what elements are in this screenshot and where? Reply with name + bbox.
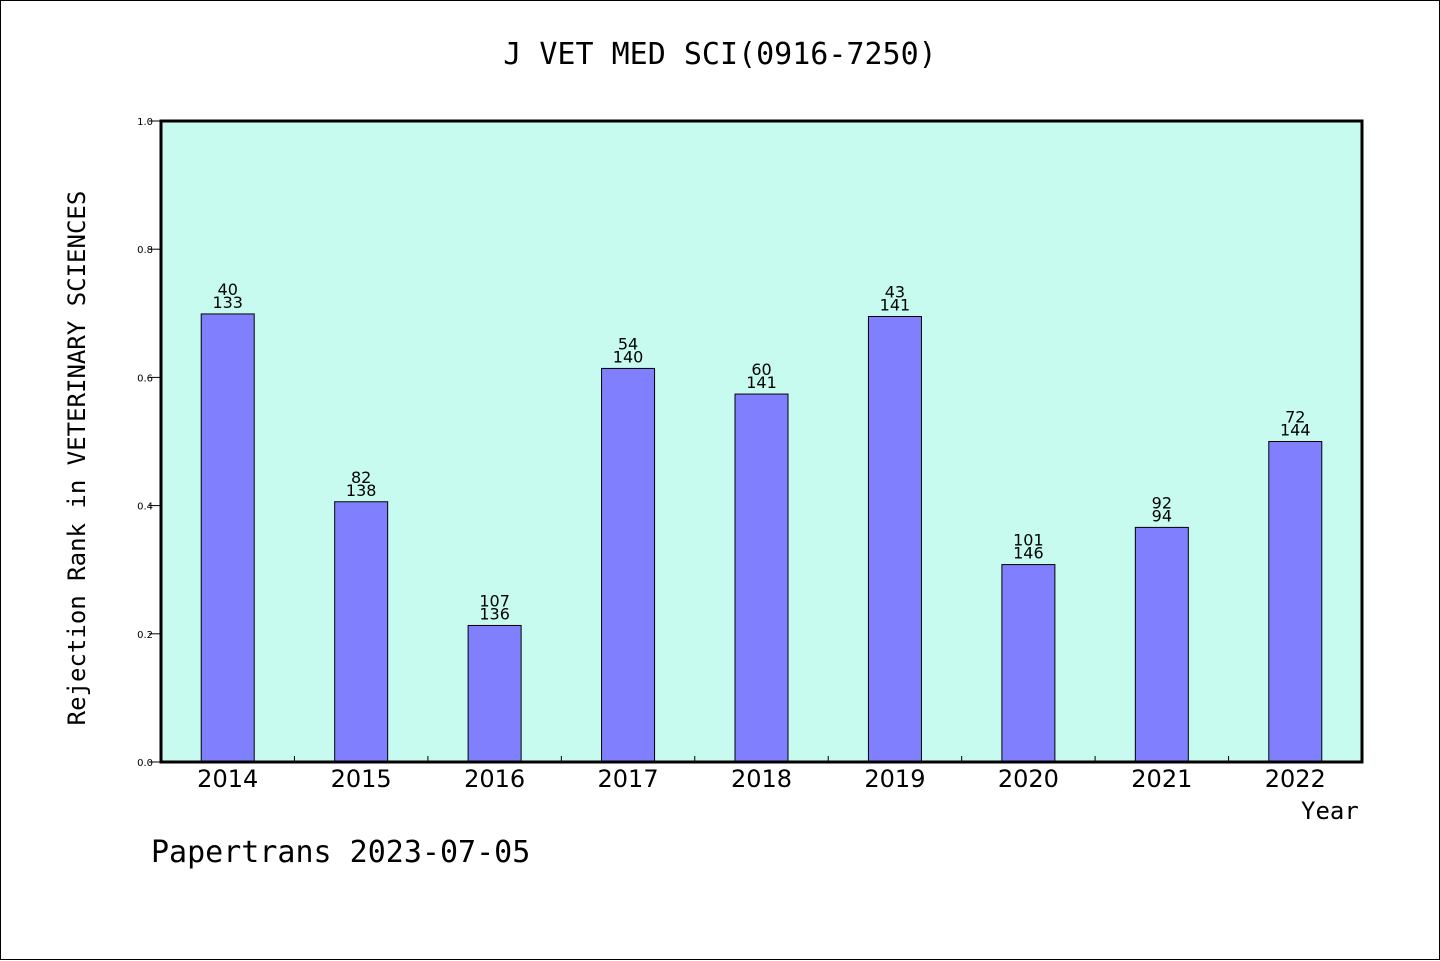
x-tick-label: 2015 (331, 765, 392, 793)
x-tick-label: 2021 (1131, 765, 1192, 793)
y-tick-label: 1.0 (137, 117, 153, 128)
bar-label-top: 101 (1013, 531, 1044, 550)
y-tick-label: 0.2 (137, 630, 153, 641)
bar-label-bottom: 144 (1280, 421, 1311, 440)
bar-2016 (467, 624, 522, 763)
bar-label-bottom: 136 (479, 604, 510, 623)
footer-credit: Papertrans 2023-07-05 (151, 835, 531, 870)
y-tick-label: 0.8 (137, 245, 153, 256)
bar-2017 (601, 367, 656, 763)
bar-2014 (200, 313, 255, 763)
y-tick-label: 0.0 (137, 758, 153, 769)
bar-label-bottom: 138 (346, 481, 377, 500)
x-tick-label: 2014 (197, 765, 258, 793)
bar-2018 (734, 393, 789, 763)
bar-2020 (1001, 564, 1056, 763)
bar-label-top: 92 (1152, 493, 1172, 512)
x-tick-label: 2018 (731, 765, 792, 793)
bar-label-bottom: 146 (1013, 544, 1044, 563)
bar-label-bottom: 94 (1152, 506, 1172, 525)
bar-label-bottom: 133 (212, 293, 243, 312)
bar-label-top: 40 (218, 280, 238, 299)
x-tick-label: 2016 (464, 765, 525, 793)
x-tick-label: 2019 (864, 765, 925, 793)
y-tick-label: 0.6 (137, 373, 153, 384)
bar-label-bottom: 141 (880, 296, 911, 315)
x-tick-label: 2022 (1265, 765, 1326, 793)
bar-label-top: 54 (618, 334, 638, 353)
bar-label-bottom: 141 (746, 373, 777, 392)
bar-label-top: 107 (479, 591, 510, 610)
y-tick-label: 0.4 (137, 502, 153, 513)
bar-2021 (1134, 526, 1189, 763)
x-axis-label: Year (1301, 797, 1359, 825)
chart-title: J VET MED SCI(0916-7250) (503, 37, 937, 72)
bar-label-top: 60 (751, 360, 771, 379)
x-tick-label: 2020 (998, 765, 1059, 793)
bar-label-top: 72 (1285, 408, 1305, 427)
x-tick-label: 2017 (598, 765, 659, 793)
bar-2015 (334, 501, 389, 763)
bar-2022 (1268, 441, 1323, 763)
bar-label-top: 43 (885, 283, 905, 302)
plot-border (159, 119, 1364, 764)
bar-label-bottom: 140 (613, 347, 644, 366)
bar-2019 (867, 316, 922, 763)
bar-label-top: 82 (351, 468, 371, 487)
